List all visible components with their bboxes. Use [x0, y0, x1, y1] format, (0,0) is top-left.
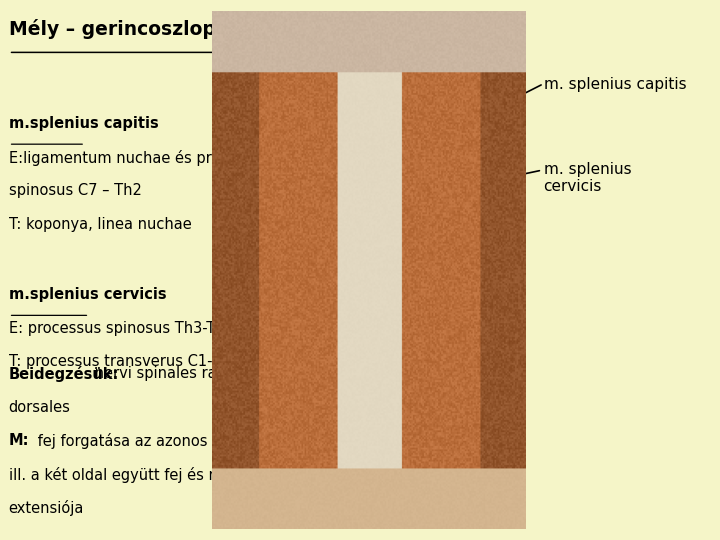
Text: E: processus spinosus Th3-Th6: E: processus spinosus Th3-Th6 [9, 321, 233, 336]
Text: Mély – gerincoszlop mozgatása: Mély – gerincoszlop mozgatása [9, 19, 337, 39]
Text: m.splenius capitis: m.splenius capitis [9, 116, 158, 131]
Text: dorsales: dorsales [9, 400, 71, 415]
Text: E:ligamentum nuchae és processus: E:ligamentum nuchae és processus [9, 150, 269, 166]
Text: m. splenius
cervicis: m. splenius cervicis [544, 162, 631, 194]
Text: m.splenius cervicis: m.splenius cervicis [9, 287, 166, 302]
Text: m. splenius capitis: m. splenius capitis [544, 77, 686, 92]
Text: Beidegzésük:: Beidegzésük: [9, 366, 119, 382]
Text: spinosus C7 – Th2: spinosus C7 – Th2 [9, 183, 142, 198]
Text: ill. a két oldal együtt fej és nyak: ill. a két oldal együtt fej és nyak [9, 467, 244, 483]
Text: T: koponya, linea nuchae: T: koponya, linea nuchae [9, 217, 192, 232]
Text: extensiója: extensiója [9, 500, 84, 516]
Text: M:: M: [9, 433, 29, 448]
Text: nervi spinales rami: nervi spinales rami [90, 366, 235, 381]
Text: fej forgatása az azonos oldalra,: fej forgatása az azonos oldalra, [33, 433, 267, 449]
Text: T: processus transverus C1-4.: T: processus transverus C1-4. [9, 354, 226, 369]
